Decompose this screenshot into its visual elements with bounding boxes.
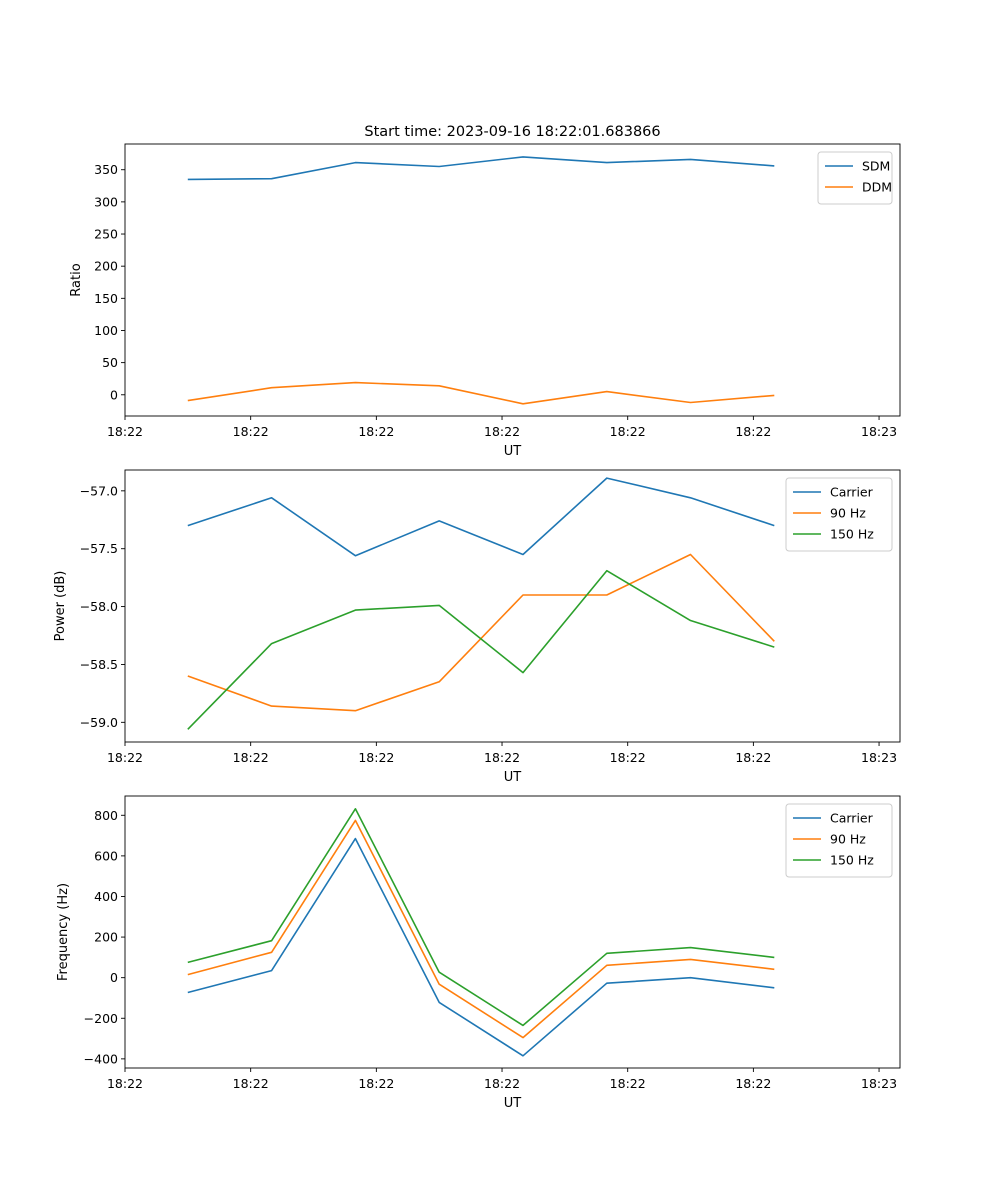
ratio-panel-xtick-label: 18:22 — [107, 424, 143, 439]
power-panel-legend-label: Carrier — [830, 485, 874, 500]
power-panel-ytick-label: −57.5 — [80, 541, 118, 556]
power-panel-series-150-hz-line — [187, 569, 775, 730]
power-panel-xtick-label: 18:22 — [610, 750, 646, 765]
frequency-panel-legend-label: 150 Hz — [830, 853, 874, 868]
ratio-panel-ytick-label: 50 — [102, 355, 118, 370]
frequency-panel-legend-label: 90 Hz — [830, 832, 866, 847]
frequency-panel-ytick-label: −400 — [84, 1051, 118, 1066]
ratio-panel-legend-box — [817, 151, 893, 205]
frequency-panel-ytick-label: 0 — [110, 970, 118, 985]
frequency-panel-xtick-label: 18:22 — [735, 1076, 771, 1091]
frequency-panel: UT Frequency (Hz) 18:22 18:22 18:22 18:22 18… — [56, 795, 901, 1111]
power-panel-ytick-label: −57.0 — [80, 483, 118, 498]
ratio-panel-ytick-label: 350 — [94, 162, 118, 177]
power-panel-series-carrier-line — [187, 477, 775, 557]
frequency-panel-ytick-label: 400 — [94, 889, 118, 904]
frequency-panel-ytick-label: 200 — [94, 930, 118, 945]
frequency-panel-series-90-hz-line — [187, 819, 775, 1039]
frequency-panel-legend: Carrier 90 Hz 150 Hz — [785, 803, 893, 878]
frequency-panel-ytick-label: 600 — [94, 848, 118, 863]
power-panel-axes-frame — [124, 469, 901, 743]
ratio-panel-legend-label: SDM — [862, 159, 890, 174]
ratio-panel-ytick-label: 300 — [94, 194, 118, 209]
frequency-panel-legend-box — [785, 803, 893, 878]
power-panel-xtick-label: 18:23 — [861, 750, 897, 765]
power-panel-ytick-label: −58.0 — [80, 599, 118, 614]
ratio-panel-xtick-label: 18:22 — [484, 424, 520, 439]
ratio-panel-xtick-label: 18:22 — [610, 424, 646, 439]
ratio-panel-series-ddm-line — [187, 381, 775, 405]
frequency-panel-ylabel: Frequency (Hz) — [56, 883, 71, 981]
frequency-panel-xtick-label: 18:22 — [358, 1076, 394, 1091]
ratio-panel-legend-label: DDM — [862, 180, 892, 195]
frequency-panel-xlabel: UT — [504, 1096, 522, 1111]
frequency-panel-legend-label: Carrier — [830, 811, 874, 826]
ratio-panel-ytick-label: 100 — [94, 323, 118, 338]
power-panel-xtick-label: 18:22 — [484, 750, 520, 765]
frequency-panel-axes-frame — [124, 795, 901, 1069]
power-panel-xtick-label: 18:22 — [735, 750, 771, 765]
ratio-panel-xlabel: UT — [504, 444, 522, 459]
power-panel-xtick-label: 18:22 — [358, 750, 394, 765]
power-panel-legend-label: 150 Hz — [830, 527, 874, 542]
ratio-panel-xtick-label: 18:22 — [233, 424, 269, 439]
frequency-panel-xtick-label: 18:22 — [107, 1076, 143, 1091]
power-panel-xlabel: UT — [504, 770, 522, 785]
power-panel: UT Power (dB) 18:22 18:22 18:22 18:22 18:22 1… — [53, 469, 901, 785]
power-panel-ylabel: Power (dB) — [53, 571, 68, 642]
ratio-panel-ytick-label: 250 — [94, 227, 118, 242]
ratio-panel-legend: SDM DDM — [817, 151, 893, 205]
power-panel-legend: Carrier 90 Hz 150 Hz — [785, 477, 893, 552]
ratio-panel-xtick-label: 18:22 — [735, 424, 771, 439]
power-panel-legend-box — [785, 477, 893, 552]
ratio-panel-axes-frame — [124, 143, 901, 417]
ratio-panel-xtick-label: 18:23 — [861, 424, 897, 439]
frequency-panel-series-carrier-line — [187, 837, 775, 1057]
ratio-panel-ylabel: Ratio — [69, 263, 84, 296]
power-panel-ytick-label: −58.5 — [80, 657, 118, 672]
figure-title: Start time: 2023-09-16 18:22:01.683866 — [364, 124, 660, 140]
ratio-panel-xtick-label: 18:22 — [358, 424, 394, 439]
power-panel-legend-label: 90 Hz — [830, 506, 866, 521]
frequency-panel-ytick-label: −200 — [84, 1011, 118, 1026]
power-panel-xtick-label: 18:22 — [107, 750, 143, 765]
ratio-panel: UT Ratio 18:22 18:22 18:22 18:22 18:22 18:22 1… — [69, 143, 901, 459]
frequency-panel-xtick-label: 18:22 — [233, 1076, 269, 1091]
ratio-panel-ytick-label: 0 — [110, 387, 118, 402]
ratio-panel-series-sdm-line — [187, 156, 775, 181]
ratio-panel-ytick-label: 150 — [94, 291, 118, 306]
power-panel-xtick-label: 18:22 — [233, 750, 269, 765]
frequency-panel-xtick-label: 18:23 — [861, 1076, 897, 1091]
power-panel-ytick-label: −59.0 — [80, 715, 118, 730]
frequency-panel-xtick-label: 18:22 — [484, 1076, 520, 1091]
ratio-panel-ytick-label: 200 — [94, 259, 118, 274]
frequency-panel-ytick-label: 800 — [94, 808, 118, 823]
frequency-panel-series-150-hz-line — [187, 807, 775, 1027]
frequency-panel-xtick-label: 18:22 — [610, 1076, 646, 1091]
